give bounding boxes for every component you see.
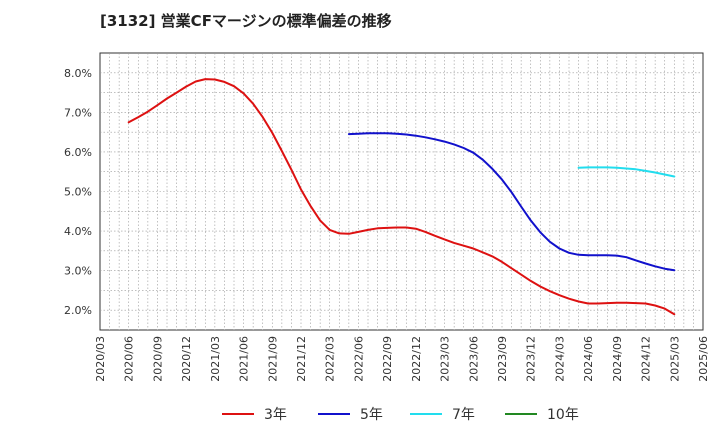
legend-label-1: 3年 <box>264 407 287 423</box>
y-tick-label: 6.0% <box>64 146 92 159</box>
series-line-2 <box>347 132 676 272</box>
x-tick-label: 2022/03 <box>324 336 337 382</box>
x-tick-label: 2021/06 <box>238 336 251 382</box>
x-tick-label: 2021/03 <box>209 336 222 382</box>
x-tick-label: 2023/03 <box>439 336 452 382</box>
x-tick-label: 2021/12 <box>295 336 308 382</box>
x-tick-label: 2020/06 <box>123 336 136 382</box>
x-tick-label: 2020/12 <box>180 336 193 382</box>
y-tick-label: 3.0% <box>64 265 92 278</box>
x-tick-label: 2024/06 <box>582 336 595 382</box>
x-tick-label: 2022/06 <box>352 336 365 382</box>
y-tick-label: 8.0% <box>64 67 92 80</box>
x-tick-label: 2024/12 <box>640 336 653 382</box>
legend-label-3: 7年 <box>452 407 475 423</box>
x-tick-label: 2022/09 <box>381 336 394 382</box>
x-tick-label: 2025/06 <box>697 336 710 382</box>
y-tick-label: 4.0% <box>64 225 92 238</box>
x-tick-label: 2021/09 <box>266 336 279 382</box>
y-tick-label: 7.0% <box>64 106 92 119</box>
y-tick-label: 2.0% <box>64 304 92 317</box>
series-line-1 <box>127 78 676 316</box>
chart-title: [3132] 営業CFマージンの標準偏差の推移 <box>100 12 392 30</box>
x-tick-label: 2020/03 <box>94 336 107 382</box>
x-tick-label: 2020/09 <box>151 336 164 382</box>
legend-label-2: 5年 <box>360 407 383 423</box>
x-tick-label: 2023/12 <box>525 336 538 382</box>
legend-label-4: 10年 <box>547 407 579 423</box>
x-tick-label: 2022/12 <box>410 336 423 382</box>
x-tick-label: 2023/06 <box>467 336 480 382</box>
x-tick-label: 2024/09 <box>611 336 624 382</box>
x-tick-label: 2024/03 <box>553 336 566 382</box>
x-tick-label: 2025/03 <box>668 336 681 382</box>
x-tick-label: 2023/09 <box>496 336 509 382</box>
series-line-3 <box>577 166 676 178</box>
y-tick-label: 5.0% <box>64 186 92 199</box>
